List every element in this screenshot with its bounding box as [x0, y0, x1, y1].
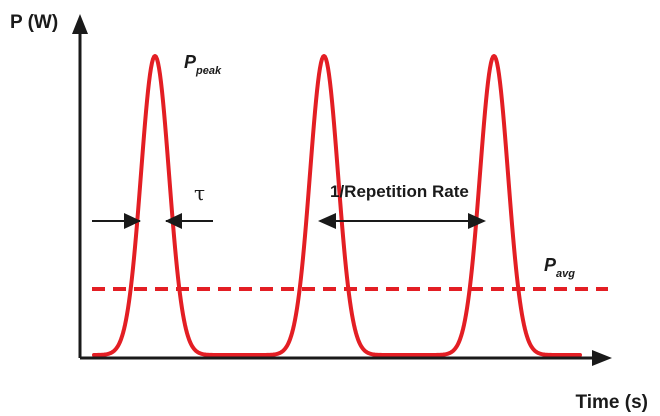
pulse-width-marker [92, 213, 213, 229]
pulse-train-curve [92, 54, 582, 357]
period-label: 1/Repetition Rate [330, 182, 469, 201]
peak-power-label: Ppeak [184, 52, 222, 77]
average-power-symbol: P [544, 255, 557, 275]
x-axis-label: Time (s) [575, 392, 648, 413]
x-axis-arrow-icon [592, 350, 612, 366]
y-axis-arrow-icon [72, 14, 88, 34]
period-arrow [318, 213, 486, 229]
peak-power-subscript: peak [195, 65, 222, 77]
average-power-label: Pavg [544, 255, 575, 280]
pulse-width-symbol: τ [194, 181, 205, 205]
average-power-subscript: avg [556, 268, 575, 280]
y-axis-label: P (W) [10, 12, 58, 33]
peak-power-symbol: P [184, 52, 197, 72]
